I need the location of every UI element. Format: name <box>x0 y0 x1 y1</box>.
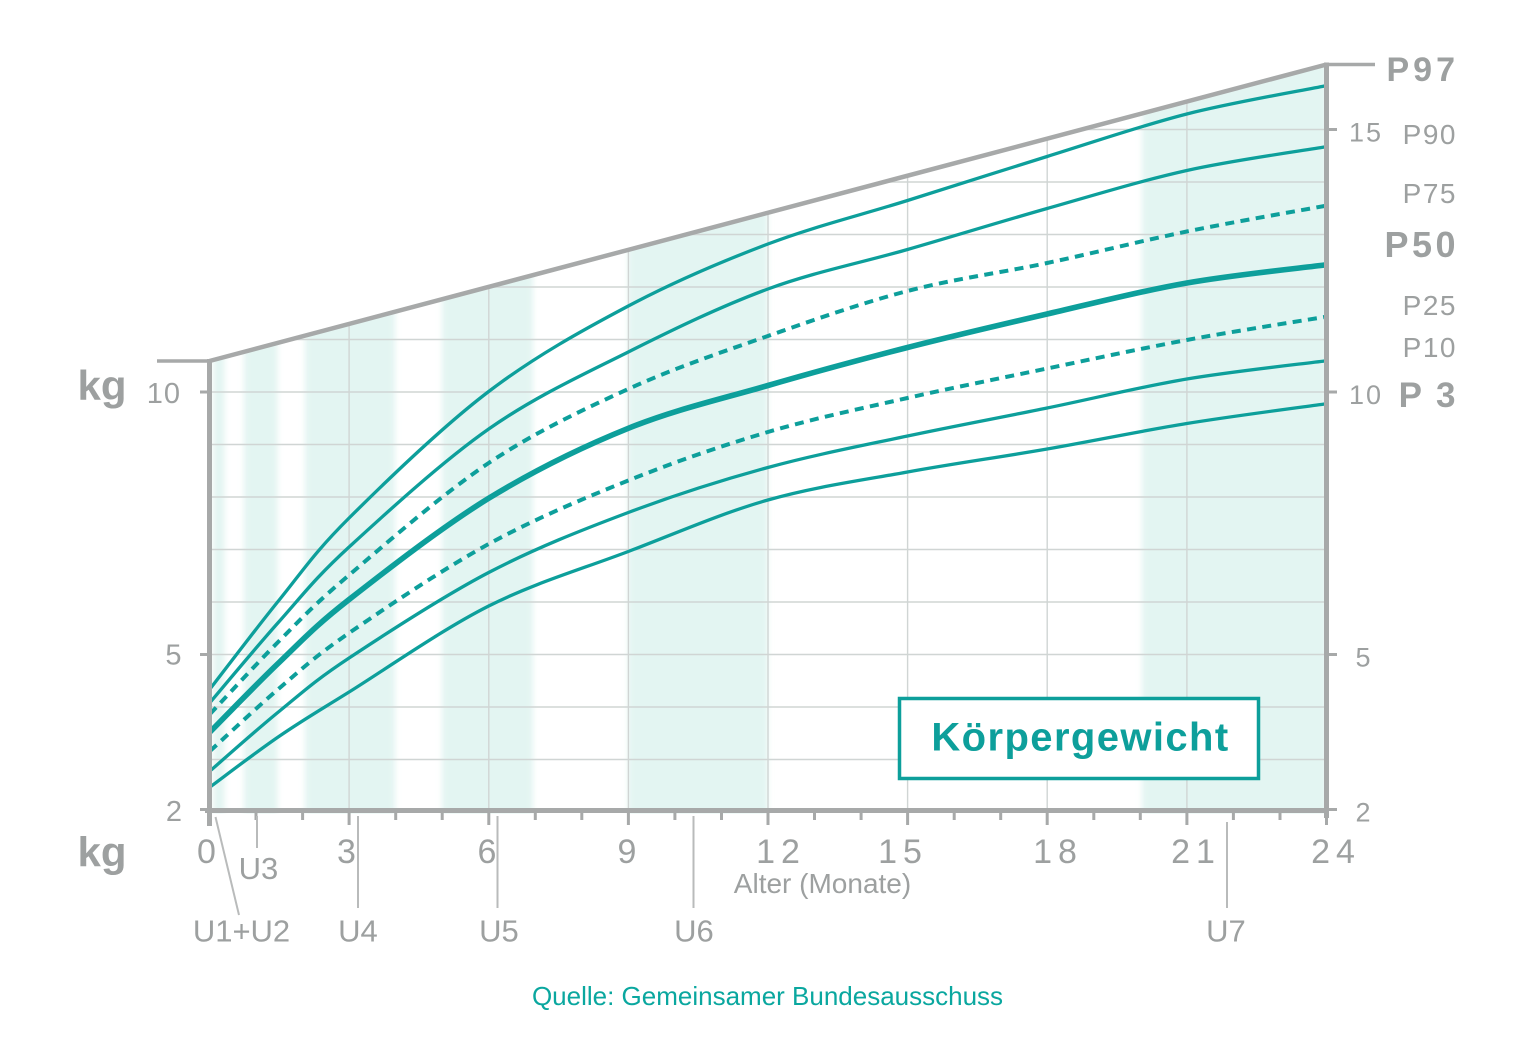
svg-text:Alter (Monate): Alter (Monate) <box>734 868 911 899</box>
svg-text:P10: P10 <box>1403 332 1457 363</box>
svg-text:P97: P97 <box>1387 51 1460 89</box>
svg-text:15: 15 <box>878 833 928 871</box>
svg-text:P25: P25 <box>1403 290 1457 321</box>
svg-text:3: 3 <box>337 833 356 871</box>
svg-text:21: 21 <box>1171 833 1221 871</box>
svg-text:10: 10 <box>147 378 181 410</box>
svg-text:P 3: P 3 <box>1399 376 1458 415</box>
svg-text:10: 10 <box>1349 380 1383 410</box>
svg-text:U6: U6 <box>674 914 714 949</box>
svg-text:U3: U3 <box>239 851 279 886</box>
svg-text:18: 18 <box>1033 833 1083 871</box>
svg-text:U1+U2: U1+U2 <box>193 914 290 949</box>
svg-text:2: 2 <box>1355 798 1370 828</box>
svg-text:U7: U7 <box>1206 914 1246 949</box>
svg-text:9: 9 <box>618 833 637 871</box>
svg-text:6: 6 <box>478 833 497 871</box>
svg-text:U4: U4 <box>338 914 378 949</box>
svg-text:24: 24 <box>1311 833 1361 871</box>
svg-text:2: 2 <box>166 796 182 828</box>
svg-text:Quelle: Gemeinsamer Bundesauss: Quelle: Gemeinsamer Bundesausschuss <box>532 981 1003 1011</box>
svg-text:kg: kg <box>77 362 126 409</box>
svg-text:5: 5 <box>165 640 181 672</box>
svg-text:0: 0 <box>197 833 216 871</box>
svg-text:15: 15 <box>1349 118 1383 148</box>
svg-text:12: 12 <box>756 833 806 871</box>
svg-text:5: 5 <box>1355 643 1370 673</box>
svg-text:P50: P50 <box>1384 224 1459 265</box>
svg-text:P75: P75 <box>1403 178 1457 209</box>
svg-text:U5: U5 <box>479 914 519 949</box>
svg-text:P90: P90 <box>1403 119 1457 150</box>
svg-text:Körpergewicht: Körpergewicht <box>931 716 1229 760</box>
svg-text:kg: kg <box>77 829 126 876</box>
